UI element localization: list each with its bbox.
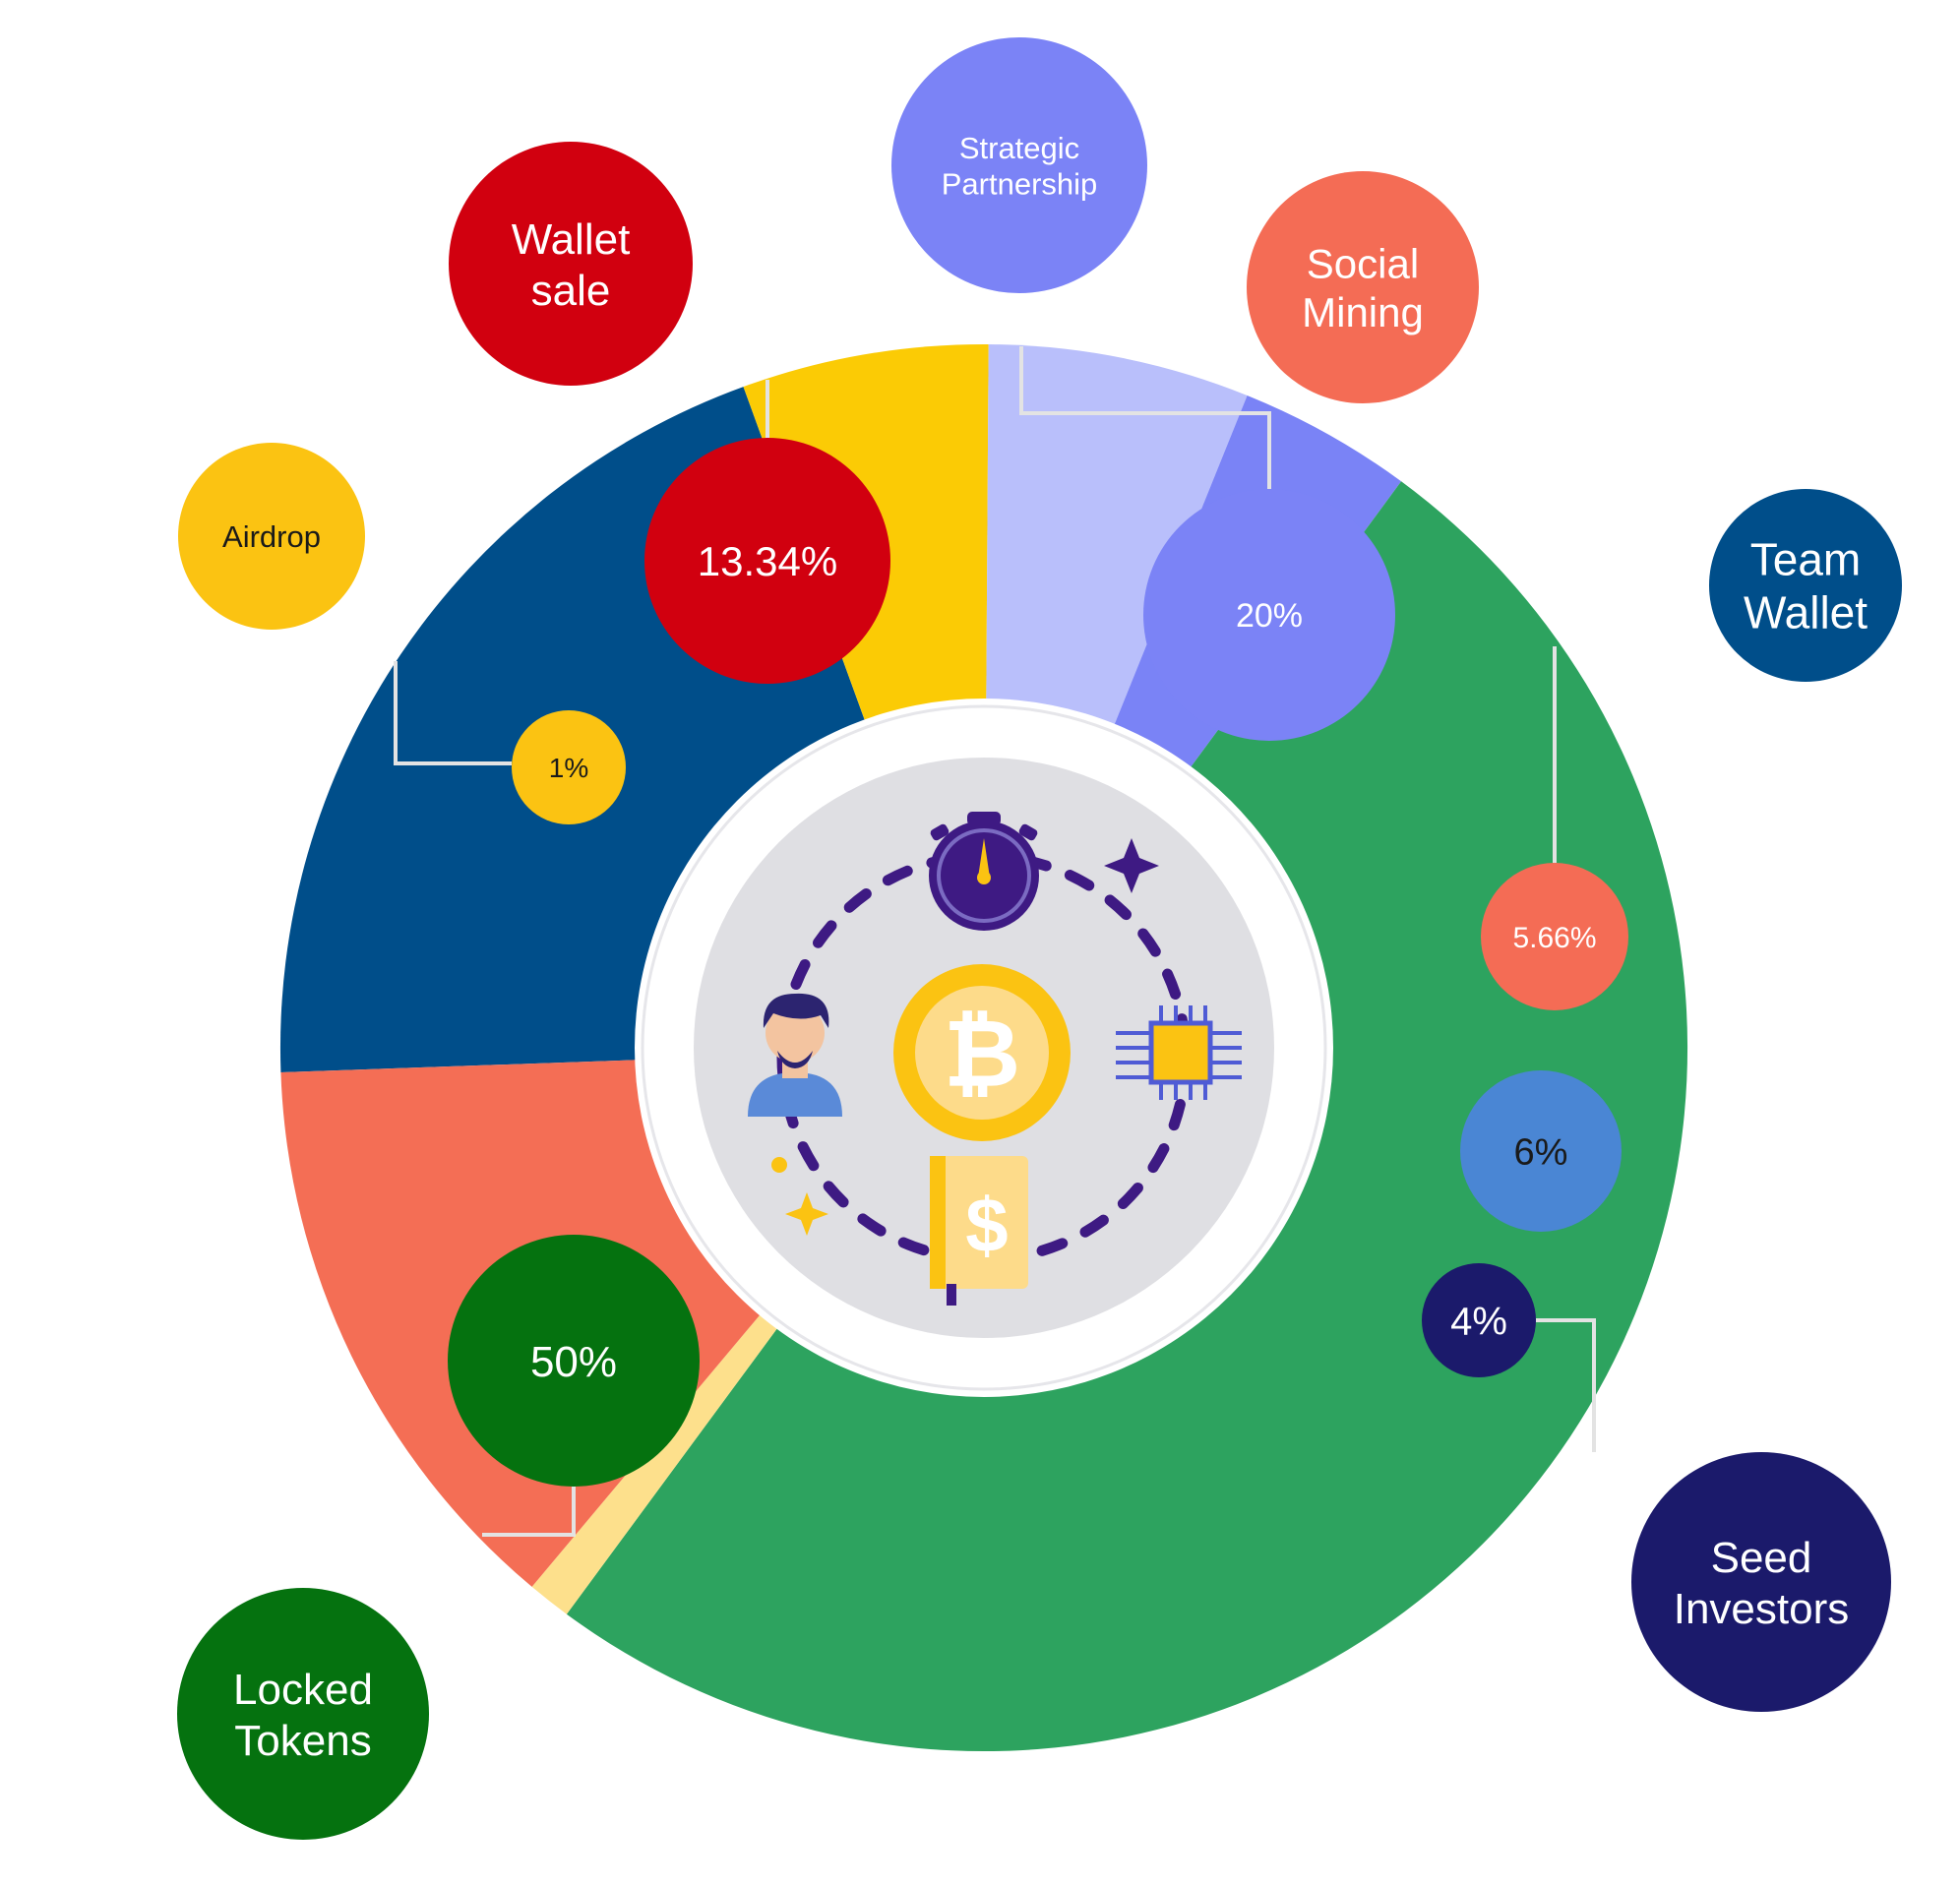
badge-locked-tokens [448,1235,700,1487]
value-badges: 20% 5.66% 6% 4% 50% 1% 13.34% [448,438,1628,1487]
category-label-seed-investors: Investors [1674,1585,1850,1633]
value-label-social-mining: 5.66% [1512,922,1596,954]
value-label-team-wallet: 6% [1514,1132,1568,1174]
category-label-social-mining: Mining [1302,289,1424,335]
stopwatch-icon [929,812,1039,931]
category-label-wallet-sale: sale [531,267,611,315]
value-label-airdrop: 1% [549,753,588,783]
badge-airdrop [512,710,626,824]
badge-team-wallet [1460,1070,1622,1232]
sparkle-icon [771,1157,828,1236]
category-label-strategic-partnership: Partnership [942,166,1098,201]
category-label-airdrop: Airdrop [222,519,321,554]
center-ring-outline [641,704,1327,1391]
callout-bubble-team-wallet [1709,489,1902,682]
category-label-wallet-sale: Wallet [512,215,631,264]
badge-seed-investors [1422,1263,1536,1377]
center-illustration: ₿ $ [635,699,1333,1397]
category-label-strategic-partnership: Strategic [959,131,1079,165]
badge-social-mining [1481,863,1628,1010]
svg-text:₿: ₿ [944,1002,1020,1107]
connector-airdrop [394,661,512,765]
category-label-team-wallet: Wallet [1744,587,1868,638]
category-label-social-mining: Social [1307,240,1419,286]
badge-wallet-sale [644,438,890,684]
value-label-strategic-partnership: 20% [1236,597,1303,635]
callout-bubble-airdrop [178,443,365,630]
bitcoin-coin-icon: ₿ [893,964,1071,1141]
category-callouts: StrategicPartnershipSocialMiningTeamWall… [177,37,1902,1840]
connector-strategic-partnership [1019,346,1271,489]
sparkle-icon [1104,838,1159,893]
microchip-icon [1116,1005,1242,1100]
category-label-locked-tokens: Tokens [234,1717,371,1765]
category-label-locked-tokens: Locked [233,1666,373,1714]
callout-bubble-seed-investors [1631,1452,1891,1712]
callout-bubble-strategic-partnership [891,37,1147,293]
svg-text:$: $ [965,1182,1008,1268]
callout-bubble-wallet-sale [449,142,693,386]
category-label-team-wallet: Team [1750,533,1861,584]
value-label-wallet-sale: 13.34% [698,538,837,584]
value-label-seed-investors: 4% [1450,1300,1507,1343]
callout-bubble-locked-tokens [177,1588,429,1840]
connector-seed-investors [1536,1318,1596,1452]
callout-bubble-social-mining [1247,171,1479,403]
callout-connectors [394,346,1596,1537]
connector-locked-tokens [482,1487,576,1537]
person-icon [748,993,842,1117]
badge-strategic-partnership [1143,489,1395,741]
value-label-locked-tokens: 50% [530,1338,617,1386]
category-label-seed-investors: Seed [1711,1534,1812,1582]
dollar-book-icon: $ [930,1156,1028,1306]
